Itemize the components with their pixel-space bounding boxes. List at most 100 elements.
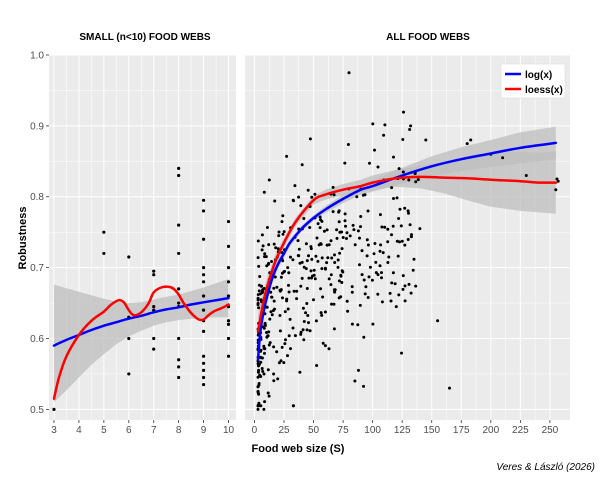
data-point [379,243,383,247]
data-point [280,345,284,349]
data-point [286,307,290,311]
data-point [127,255,131,259]
data-point [277,361,281,365]
all-panel-fit-lines [256,141,558,362]
data-point [351,223,355,227]
data-point [284,338,287,342]
data-point [373,148,376,152]
data-point [275,285,279,289]
data-point [259,375,263,378]
data-point [280,251,284,254]
data-point [278,288,282,292]
data-point [383,225,387,229]
data-point [390,186,394,190]
data-point [274,246,278,250]
data-point [272,379,276,383]
data-point [390,233,393,237]
data-point [277,230,281,234]
data-point [177,287,181,291]
data-point [266,334,270,338]
data-point [380,225,384,229]
data-point [409,291,413,295]
data-point [308,137,312,141]
data-point [360,249,364,253]
data-point [102,230,106,234]
data-point [201,294,206,298]
data-point [302,338,306,342]
data-point [346,143,350,146]
data-point [362,335,366,339]
data-point [343,219,347,223]
data-point [343,161,347,165]
data-point [358,236,361,240]
panel-small-food-webs: SMALL (n<10) FOOD WEBS 0.5 0.6 0.7 0.8 0.9 1.… [30,32,236,436]
data-point [269,310,273,314]
small-panel-confidence-band [54,279,229,403]
data-point [282,361,286,365]
data-point [323,344,327,348]
data-point [332,288,336,292]
data-point [320,267,324,271]
data-point [319,218,323,222]
data-point [291,258,295,262]
data-point [327,277,331,281]
data-point [272,242,276,246]
data-point [315,236,319,240]
data-point [281,232,285,236]
data-point [268,317,272,321]
data-point [304,267,308,271]
data-point [201,375,206,380]
x-tick-label: 7 [151,425,157,436]
data-point [267,343,271,347]
data-point [370,278,374,282]
data-point [362,384,365,388]
data-point [348,234,352,238]
data-point [275,350,279,354]
y-tick-label: 0.8 [30,192,44,203]
data-point [291,198,295,202]
data-point [412,257,416,261]
data-point [386,240,390,244]
data-point [448,386,451,390]
data-point [280,271,284,275]
x-tick-label: 150 [423,425,440,436]
data-point [256,407,260,411]
data-point [416,178,420,182]
data-point [277,234,281,238]
data-point [408,128,412,131]
small-panel-title: SMALL (n<10) FOOD WEBS [79,32,211,43]
data-point [295,297,299,301]
x-tick-label: 125 [394,425,411,436]
data-point [280,220,284,224]
data-point [152,336,156,341]
data-point [263,324,267,327]
data-point [337,279,341,283]
data-point [300,163,304,167]
data-point [355,195,359,199]
series-log-line [52,296,230,347]
data-point [306,188,310,192]
data-point [301,328,305,332]
data-point [403,243,407,247]
data-point [226,322,231,326]
all-panel-points [256,71,560,411]
data-point [340,230,344,234]
data-point [297,247,301,251]
data-point [382,133,386,137]
data-point [309,269,313,273]
data-point [279,359,283,363]
x-tick-label: 9 [201,425,207,436]
data-point [406,209,410,213]
data-point [279,275,283,279]
x-tick-label: 6 [126,425,132,436]
y-axis-tick-labels: 0.5 0.6 0.7 0.8 0.9 1.0 [30,51,49,416]
data-point [340,281,344,284]
data-point [319,242,323,246]
data-point [315,364,319,367]
data-point [388,291,392,295]
data-point [297,254,301,258]
data-point [296,239,300,243]
data-point [256,296,260,300]
data-point [265,305,269,309]
data-point [262,407,266,411]
